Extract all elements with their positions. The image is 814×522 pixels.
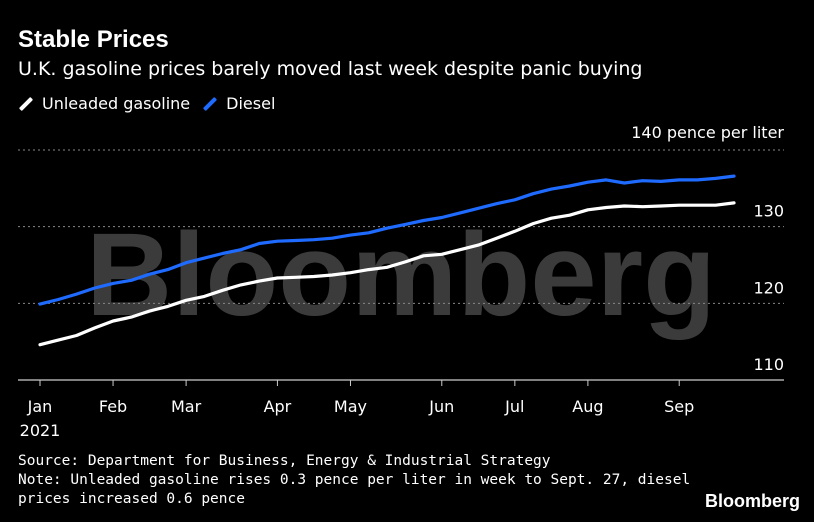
chart-subtitle: U.K. gasoline prices barely moved last w… [18,58,643,80]
watermark-text: Bloomberg [86,209,716,341]
legend: Unleaded gasoline Diesel [18,94,287,113]
gridlines [18,149,784,381]
x-tick-sublabel-year: 2021 [20,421,61,440]
y-tick-label-140: 140 pence per liter [631,123,784,142]
series-line-unleaded [38,201,736,347]
x-axis: Jan 2021 Feb Mar Apr May Jun Jul Aug Sep [20,380,694,440]
chart-title: Stable Prices [18,26,169,53]
brand-logo: Bloomberg [704,491,800,511]
series-lines [38,174,736,347]
x-tick-label-may: May [334,397,367,416]
legend-label-unleaded: Unleaded gasoline [42,94,191,113]
legend-item-unleaded: Unleaded gasoline [18,94,190,113]
x-tick-label-apr: Apr [264,397,292,416]
x-tick-label-jul: Jul [504,397,524,416]
x-tick-label-feb: Feb [99,397,127,416]
note-text-line1: Note: Unleaded gasoline rises 0.3 pence … [18,472,691,488]
x-tick-label-mar: Mar [171,397,202,416]
x-tick-label-sep: Sep [664,397,694,416]
y-tick-label-110: 110 [753,355,784,374]
legend-item-diesel: Diesel [202,94,275,113]
y-tick-label-130: 130 [753,202,784,221]
x-tick-label-jan: Jan [27,397,53,416]
series-line-diesel [38,174,736,306]
source-text: Source: Department for Business, Energy … [18,453,551,469]
legend-label-diesel: Diesel [226,94,276,113]
x-tick-label-jun: Jun [428,397,454,416]
note-text-line2: prices increased 0.6 pence [18,491,245,507]
watermark: Bloomberg [86,209,716,341]
y-tick-label-120: 120 [753,278,784,297]
y-axis-labels: 110 120 130 140 pence per liter [631,123,784,374]
x-tick-label-aug: Aug [572,397,603,416]
footer-notes: Source: Department for Business, Energy … [18,452,690,509]
